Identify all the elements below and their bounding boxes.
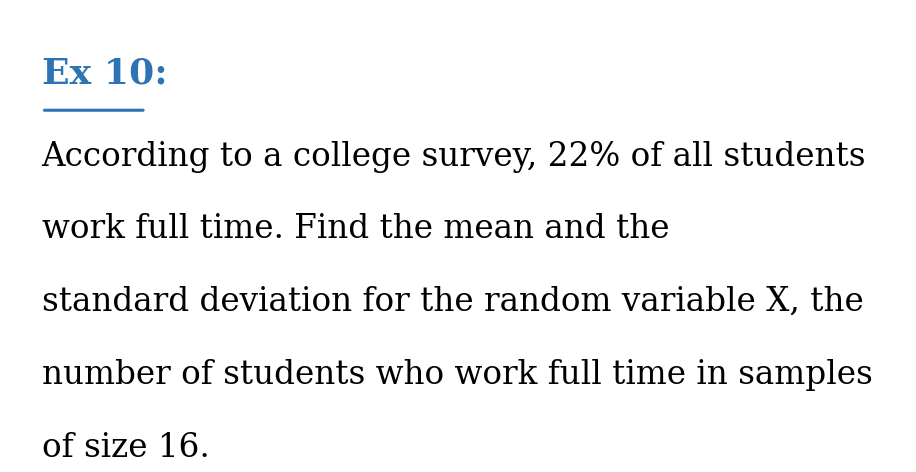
Text: number of students who work full time in samples: number of students who work full time in…: [41, 359, 872, 391]
Text: Ex 10:: Ex 10:: [41, 56, 168, 90]
Text: work full time. Find the mean and the: work full time. Find the mean and the: [41, 213, 669, 245]
Text: standard deviation for the random variable X, the: standard deviation for the random variab…: [41, 286, 864, 318]
Text: of size 16.: of size 16.: [41, 431, 210, 464]
Text: According to a college survey, 22% of all students: According to a college survey, 22% of al…: [41, 141, 867, 173]
